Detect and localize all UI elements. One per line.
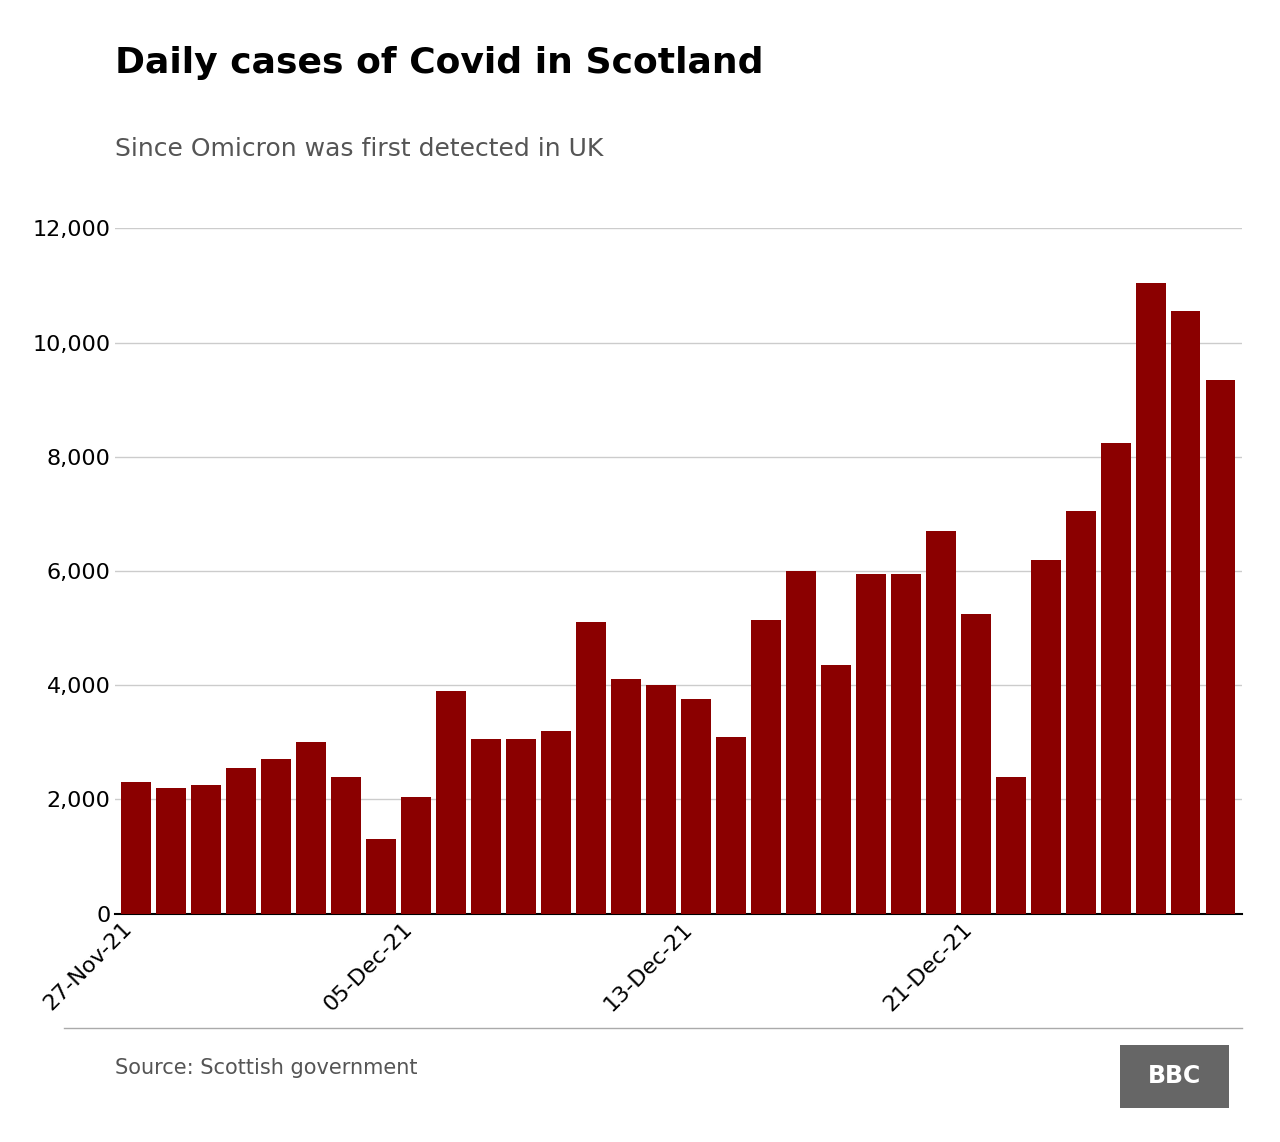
- Bar: [1206, 379, 1235, 914]
- Bar: [1135, 282, 1166, 914]
- Bar: [1066, 512, 1096, 914]
- Bar: [1101, 442, 1130, 914]
- Bar: [820, 665, 851, 914]
- Bar: [1030, 560, 1061, 914]
- Bar: [541, 731, 571, 914]
- Bar: [471, 740, 500, 914]
- Bar: [506, 740, 536, 914]
- Bar: [856, 573, 886, 914]
- Text: Source: Scottish government: Source: Scottish government: [115, 1057, 417, 1078]
- Bar: [716, 737, 746, 914]
- Bar: [366, 839, 396, 914]
- Bar: [227, 767, 256, 914]
- Bar: [611, 679, 641, 914]
- Bar: [296, 742, 326, 914]
- Bar: [925, 531, 956, 914]
- Bar: [681, 699, 710, 914]
- Bar: [996, 777, 1025, 914]
- Text: BBC: BBC: [1148, 1064, 1201, 1088]
- Bar: [191, 786, 221, 914]
- Bar: [401, 797, 431, 914]
- Bar: [751, 619, 781, 914]
- Bar: [122, 782, 151, 914]
- Bar: [576, 622, 605, 914]
- Text: Since Omicron was first detected in UK: Since Omicron was first detected in UK: [115, 137, 604, 161]
- Text: Daily cases of Covid in Scotland: Daily cases of Covid in Scotland: [115, 46, 764, 80]
- Bar: [1171, 311, 1201, 914]
- Bar: [961, 613, 991, 914]
- Bar: [332, 777, 361, 914]
- Bar: [646, 685, 676, 914]
- Bar: [891, 573, 920, 914]
- Bar: [261, 759, 291, 914]
- Bar: [436, 691, 466, 914]
- Bar: [156, 788, 186, 914]
- Bar: [786, 571, 815, 914]
